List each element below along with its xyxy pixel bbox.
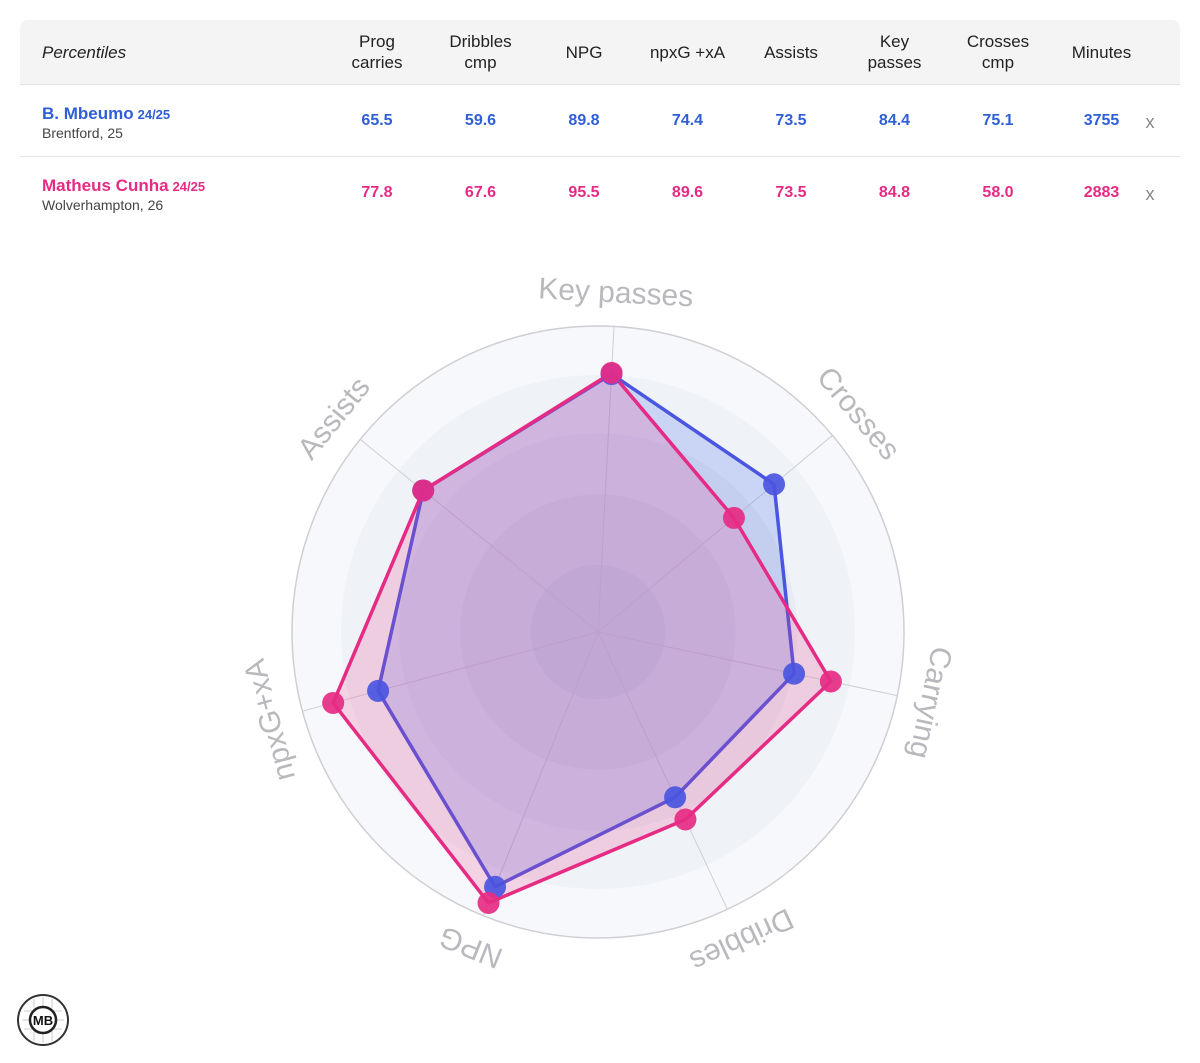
player-season: 24/25 [137, 107, 171, 122]
player-club-age: Wolverhampton, 26 [42, 197, 164, 213]
data-point[interactable] [763, 473, 786, 496]
table-cell: 75.1 [982, 111, 1014, 129]
player-name[interactable]: Matheus Cunha 24/25 [42, 176, 205, 196]
header-col-npg[interactable]: NPG [565, 42, 603, 62]
table-cell: 73.5 [775, 111, 807, 129]
svg-text:MB: MB [33, 1013, 53, 1028]
radar-chart: Key passesCrossesCarryingDribblesNPGnpxG… [238, 272, 958, 978]
header-col-prog-carries[interactable]: Prog carries [351, 32, 403, 72]
player-name-text: Matheus Cunha [42, 176, 169, 195]
table-cell: 84.8 [878, 183, 911, 201]
table-cell: 67.6 [464, 183, 497, 201]
outer-ring [291, 325, 905, 939]
spoke [597, 631, 898, 697]
header-col-assists[interactable]: Assists [764, 42, 818, 62]
data-point[interactable] [412, 479, 435, 502]
axis-label: npxG+xA [238, 656, 302, 785]
remove-player-button[interactable]: x [1145, 184, 1155, 204]
data-point[interactable] [477, 891, 500, 914]
data-point[interactable] [600, 361, 623, 384]
mb-logo: MB [17, 994, 69, 1046]
data-point[interactable] [664, 786, 687, 809]
header-col-dribbles-cmp[interactable]: Dribbles cmp [449, 32, 512, 72]
percentiles-table: Percentiles Prog carries Dribbles cmp NPG npx… [20, 20, 1180, 228]
data-point[interactable] [322, 691, 345, 714]
remove-player-button[interactable]: x [1145, 112, 1155, 132]
table-cell: 74.4 [671, 111, 704, 129]
table-cell: 3755 [1083, 111, 1120, 129]
header-percentiles: Percentiles [42, 42, 127, 62]
data-point[interactable] [367, 679, 390, 702]
axis-label: NPG [434, 919, 507, 974]
table-cell: 58.0 [982, 183, 1014, 201]
player-name-text: B. Mbeumo [42, 104, 134, 123]
spoke [597, 631, 728, 910]
table-cell: 84.4 [878, 111, 911, 129]
player-club-age: Brentford, 25 [42, 125, 123, 141]
table-cell: 89.8 [568, 111, 600, 129]
data-point[interactable] [783, 662, 806, 685]
spoke [302, 631, 599, 712]
table-row: Matheus Cunha 24/25 Wolverhampton, 26 77.8 6… [20, 157, 1180, 228]
axis-label: Carrying [902, 644, 958, 762]
table-header: Percentiles Prog carries Dribbles cmp NPG npx… [20, 20, 1180, 85]
header-col-npxg-xa[interactable]: npxG +xA [649, 42, 726, 62]
table-cell: 65.5 [361, 111, 393, 129]
axis-label: Key passes [537, 272, 694, 313]
table-cell: 89.6 [671, 183, 704, 201]
table-cell: 73.5 [775, 183, 807, 201]
player-season: 24/25 [172, 179, 206, 194]
data-point[interactable] [722, 506, 745, 529]
table-cell: 77.8 [361, 183, 393, 201]
spoke [597, 434, 833, 633]
series-area-1 [376, 372, 796, 889]
player-name[interactable]: B. Mbeumo 24/25 [42, 104, 170, 124]
data-point[interactable] [819, 670, 842, 693]
data-point[interactable] [674, 808, 697, 831]
table-cell: 59.6 [464, 111, 497, 129]
series-area-2 [331, 371, 833, 905]
spoke [482, 631, 599, 916]
header-col-crosses-cmp[interactable]: Crosses cmp [966, 32, 1030, 72]
table-cell: 95.5 [568, 183, 600, 201]
table-row: B. Mbeumo 24/25 Brentford, 25 65.5 59.6 89.8 7… [20, 85, 1180, 157]
table-cell: 2883 [1083, 183, 1120, 201]
header-col-key-passes[interactable]: Key passes [867, 32, 922, 72]
spoke [359, 439, 599, 633]
header-col-minutes[interactable]: Minutes [1071, 42, 1132, 62]
